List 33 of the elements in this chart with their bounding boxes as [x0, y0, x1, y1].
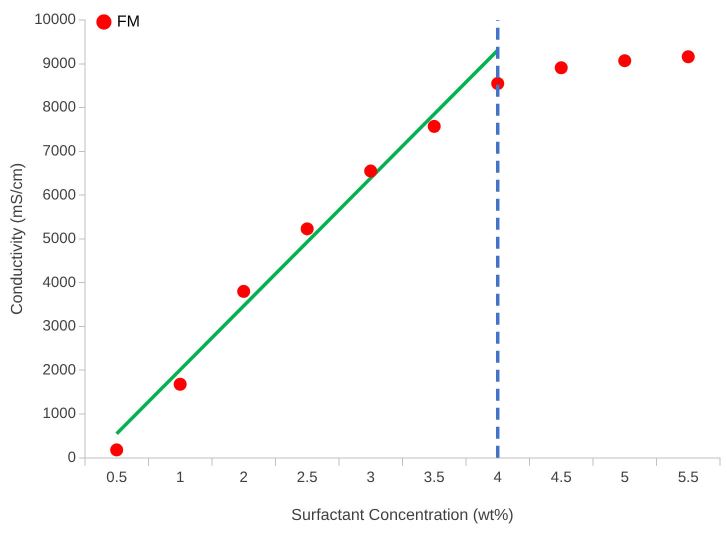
point: [174, 378, 187, 391]
x-tick-label: 2: [240, 468, 248, 486]
point: [237, 284, 250, 298]
y-tick-label: 5000: [42, 230, 76, 248]
y-tick-label: 7000: [42, 142, 76, 160]
x-tick-label: 1: [176, 468, 184, 486]
y-tick-label: 0: [68, 448, 76, 466]
x-tick-label: 3: [366, 468, 375, 486]
x-axis-title: Surfactant Concentration (wt%): [291, 506, 514, 524]
point: [428, 120, 441, 133]
y-tick-label: 6000: [42, 186, 76, 204]
point: [682, 50, 695, 64]
x-tick-label: 4: [494, 468, 502, 486]
point: [618, 54, 632, 68]
point: [110, 443, 124, 456]
y-tick-label: 1000: [42, 405, 76, 422]
y-tick-label: 4000: [42, 274, 76, 291]
x-tick-label: 4.5: [550, 468, 572, 486]
point: [364, 164, 378, 178]
x-tick-label: 2.5: [296, 468, 318, 486]
y-tick-label: 3000: [42, 318, 76, 335]
y-tick-label: 9000: [42, 54, 76, 72]
y-tick-label: 2000: [42, 361, 76, 378]
y-tick-label: 10000: [34, 11, 76, 28]
x-tick-label: 5.5: [678, 468, 699, 486]
legend-label: FM: [116, 13, 140, 30]
point: [300, 222, 314, 236]
y-axis-title: Conductivity (mS/cm): [9, 162, 26, 315]
x-tick-label: 5: [620, 468, 629, 486]
y-tick-label: 8000: [42, 98, 76, 116]
point: [554, 61, 568, 74]
x-tick-label: 0.5: [106, 468, 128, 486]
x-tick-label: 3.5: [424, 468, 445, 486]
